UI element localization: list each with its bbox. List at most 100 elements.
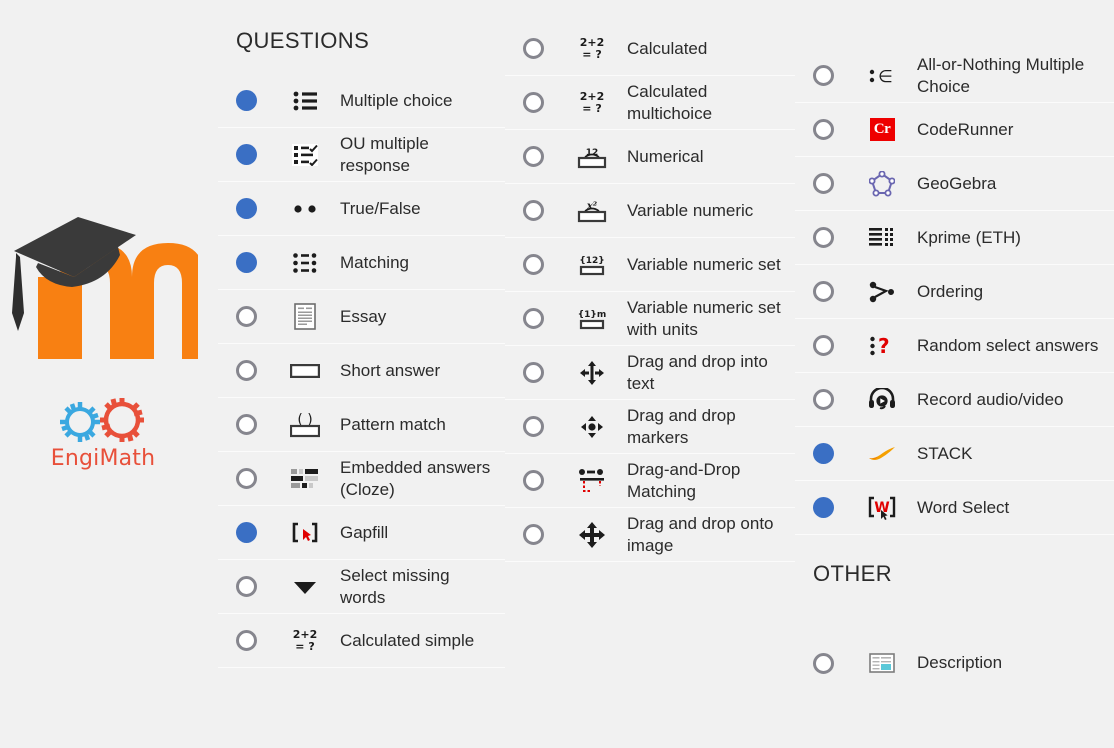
- radio-cloze[interactable]: [236, 468, 257, 489]
- radio-kprime[interactable]: [813, 227, 834, 248]
- question-type-row-variable-numeric-set-units[interactable]: {1}m Variable numeric set with units: [505, 292, 795, 346]
- question-type-row-gapfill[interactable]: Gapfill: [218, 506, 505, 560]
- questions-column-2: 2+2 = ? Calculated 2+2 = ? Calculated mu…: [505, 0, 795, 562]
- question-type-label: Essay: [340, 306, 387, 326]
- question-type-row-variable-numeric[interactable]: x² Variable numeric: [505, 184, 795, 238]
- question-type-row-calculated-multichoice[interactable]: 2+2 = ? Calculated multichoice: [505, 76, 795, 130]
- radio-matching[interactable]: [236, 252, 257, 273]
- question-type-row-calculated-simple[interactable]: 2+2 = ? Calculated simple: [218, 614, 505, 668]
- radio-multiple-choice[interactable]: [236, 90, 257, 111]
- numerical-icon: 12: [575, 141, 609, 173]
- question-type-row-pattern-match[interactable]: ( ) Pattern match: [218, 398, 505, 452]
- numerical-top-text: 12: [586, 148, 599, 158]
- radio-geogebra[interactable]: [813, 173, 834, 194]
- radio-variable-numeric-set-units[interactable]: [523, 308, 544, 329]
- question-type-row-coderunner[interactable]: Cr CodeRunner: [795, 103, 1114, 157]
- radio-drag-onto-image[interactable]: [523, 524, 544, 545]
- dropdown-triangle-icon: [288, 571, 322, 603]
- radio-essay[interactable]: [236, 306, 257, 327]
- calculated-icon: 2+2 = ?: [575, 33, 609, 65]
- variable-numeric-icon: x²: [575, 195, 609, 227]
- question-type-row-random-select-answers[interactable]: ? Random select answers: [795, 319, 1114, 373]
- variable-numeric-set-icon: {12}: [575, 249, 609, 281]
- question-type-row-numerical[interactable]: 12 Numerical: [505, 130, 795, 184]
- question-type-row-word-select[interactable]: W Word Select: [795, 481, 1114, 535]
- question-type-label: Embedded answers (Cloze): [340, 457, 491, 499]
- question-type-label: CodeRunner: [917, 119, 1014, 139]
- question-type-row-variable-numeric-set[interactable]: {12} Variable numeric set: [505, 238, 795, 292]
- radio-drag-into-text[interactable]: [523, 362, 544, 383]
- question-type-row-select-missing-words[interactable]: Select missing words: [218, 560, 505, 614]
- question-type-label: Drag-and-Drop Matching: [627, 459, 741, 501]
- radio-variable-numeric-set[interactable]: [523, 254, 544, 275]
- question-type-row-drag-into-text[interactable]: Drag and drop into text: [505, 346, 795, 400]
- radio-short-answer[interactable]: [236, 360, 257, 381]
- radio-select-missing-words[interactable]: [236, 576, 257, 597]
- question-type-row-geogebra[interactable]: GeoGebra: [795, 157, 1114, 211]
- question-type-row-true-false[interactable]: True/False: [218, 182, 505, 236]
- question-type-label: Kprime (ETH): [917, 227, 1021, 247]
- question-type-row-drag-drop-matching[interactable]: Drag-and-Drop Matching: [505, 454, 795, 508]
- radio-true-false[interactable]: [236, 198, 257, 219]
- variable-units-top-text: {1}m: [578, 310, 606, 320]
- question-type-row-cloze[interactable]: Embedded answers (Cloze): [218, 452, 505, 506]
- question-type-row-stack[interactable]: STACK: [795, 427, 1114, 481]
- radio-word-select[interactable]: [813, 497, 834, 518]
- radio-numerical[interactable]: [523, 146, 544, 167]
- gear-blue-icon: [60, 402, 100, 442]
- radio-calculated[interactable]: [523, 38, 544, 59]
- question-type-label: Short answer: [340, 360, 441, 380]
- question-type-row-essay[interactable]: Essay: [218, 290, 505, 344]
- radio-record-audio-video[interactable]: [813, 389, 834, 410]
- calculated-bottom-text: = ?: [582, 101, 602, 115]
- radio-pattern-match[interactable]: [236, 414, 257, 435]
- calculated-bottom-text: = ?: [582, 47, 602, 61]
- drag-markers-icon: [575, 411, 609, 443]
- question-type-label: STACK: [917, 443, 973, 463]
- radio-stack[interactable]: [813, 443, 834, 464]
- calculated-top-text: 2+2: [579, 35, 605, 49]
- radio-drag-drop-matching[interactable]: [523, 470, 544, 491]
- document-page-icon: [288, 301, 322, 333]
- drag-into-text-icon: [575, 357, 609, 389]
- question-type-label: True/False: [340, 198, 421, 218]
- gapfill-brackets-icon: [288, 517, 322, 549]
- svg-text:( ): ( ): [297, 412, 312, 428]
- checklist-icon: [288, 139, 322, 171]
- radio-all-or-nothing[interactable]: [813, 65, 834, 86]
- radio-calculated-simple[interactable]: [236, 630, 257, 651]
- geogebra-icon: [865, 168, 899, 200]
- radio-variable-numeric[interactable]: [523, 200, 544, 221]
- question-type-row-ou-multiple-response[interactable]: OU multiple response: [218, 128, 505, 182]
- question-type-label: OU multiple response: [340, 133, 429, 175]
- engimath-wordmark: EngiMath: [50, 446, 156, 471]
- question-type-label: Random select answers: [917, 335, 1099, 355]
- question-type-row-all-or-nothing[interactable]: ∈ All-or-Nothing Multiple Choice: [795, 49, 1114, 103]
- moodle-logo: [8, 205, 204, 365]
- question-type-row-kprime[interactable]: Kprime (ETH): [795, 211, 1114, 265]
- question-type-row-short-answer[interactable]: Short answer: [218, 344, 505, 398]
- question-type-row-multiple-choice[interactable]: Multiple choice: [218, 74, 505, 128]
- calculated-multichoice-icon: 2+2 = ?: [575, 87, 609, 119]
- question-type-row-description[interactable]: Description: [795, 636, 1114, 690]
- question-type-row-drag-onto-image[interactable]: Drag and drop onto image: [505, 508, 795, 562]
- question-type-row-record-audio-video[interactable]: Record audio/video: [795, 373, 1114, 427]
- question-type-row-drag-markers[interactable]: Drag and drop markers: [505, 400, 795, 454]
- word-select-icon: W: [865, 492, 899, 524]
- question-type-row-matching[interactable]: Matching: [218, 236, 505, 290]
- radio-ordering[interactable]: [813, 281, 834, 302]
- radio-description[interactable]: [813, 652, 834, 674]
- radio-coderunner[interactable]: [813, 119, 834, 140]
- radio-gapfill[interactable]: [236, 522, 257, 543]
- radio-random-select-answers[interactable]: [813, 335, 834, 356]
- moodle-logo-svg: [12, 217, 204, 359]
- radio-drag-markers[interactable]: [523, 416, 544, 437]
- calculated-bottom-text: = ?: [295, 639, 315, 653]
- question-type-label: Drag and drop markers: [627, 405, 736, 447]
- parentheses-box-icon: ( ): [288, 409, 322, 441]
- questions-column-3: ∈ All-or-Nothing Multiple Choice Cr Code…: [795, 0, 1114, 690]
- radio-ou-multiple-response[interactable]: [236, 144, 257, 165]
- question-type-row-calculated[interactable]: 2+2 = ? Calculated: [505, 22, 795, 76]
- question-type-row-ordering[interactable]: Ordering: [795, 265, 1114, 319]
- radio-calculated-multichoice[interactable]: [523, 92, 544, 113]
